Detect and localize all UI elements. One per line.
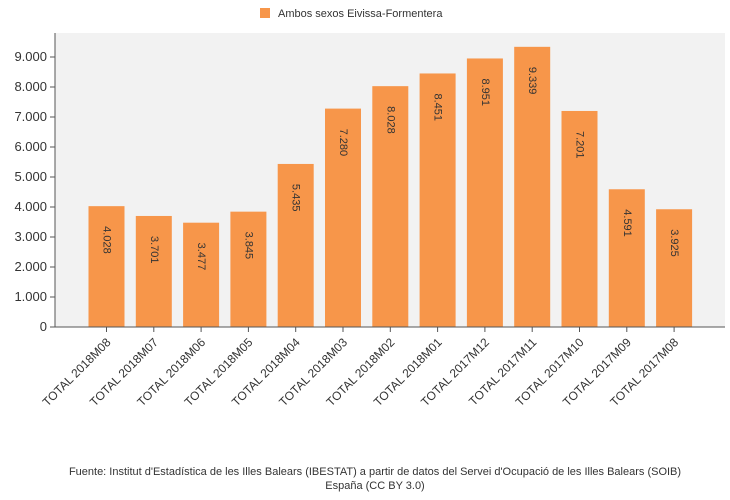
bar[interactable] <box>88 206 125 327</box>
bar[interactable] <box>561 110 598 327</box>
bar-value-label: 3.477 <box>195 243 207 271</box>
y-tick-label: 8.000 <box>14 79 47 94</box>
source-note: Fuente: Institut d'Estadística de les Il… <box>0 465 730 493</box>
y-tick-label: 0 <box>40 319 47 334</box>
bar-value-label: 3.845 <box>242 232 254 260</box>
legend-label: Ambos sexos Eivissa-Formentera <box>278 8 443 20</box>
bar-value-label: 7.280 <box>337 129 349 157</box>
y-tick-label: 9.000 <box>14 49 47 64</box>
bar-value-label: 8.028 <box>384 106 396 134</box>
legend-swatch <box>260 8 270 18</box>
bar[interactable] <box>183 222 220 327</box>
bar-value-label: 8.951 <box>479 78 491 106</box>
bar[interactable] <box>135 215 172 327</box>
bar-value-label: 8.451 <box>432 93 444 121</box>
bar[interactable] <box>372 86 409 327</box>
bar[interactable] <box>419 73 456 327</box>
bar[interactable] <box>230 211 267 327</box>
bar-value-label: 9.339 <box>526 67 538 95</box>
bar-value-label: 5.435 <box>290 184 302 212</box>
y-tick-label: 2.000 <box>14 259 47 274</box>
bars: 4.028 3.701 3.477 3.845 5.435 7.280 8.028 8.451… <box>88 46 693 328</box>
y-tick-label: 1.000 <box>14 289 47 304</box>
y-tick-label: 6.000 <box>14 139 47 154</box>
bar[interactable] <box>656 209 693 327</box>
bar[interactable] <box>466 58 503 327</box>
bar-value-label: 7.201 <box>574 131 586 159</box>
bar-value-label: 3.925 <box>668 229 680 257</box>
bar[interactable] <box>325 108 361 327</box>
bar-value-label: 4.591 <box>621 209 633 237</box>
legend[interactable]: Ambos sexos Eivissa-Formentera <box>260 8 443 20</box>
bar[interactable] <box>608 189 645 327</box>
y-tick-label: 5.000 <box>14 169 47 184</box>
source-line-1: Fuente: Institut d'Estadística de les Il… <box>68 466 682 478</box>
y-axis: 0 1.000 2.000 3.000 4.000 5.000 6.000 7.000 8.00… <box>14 33 56 334</box>
bar[interactable] <box>277 163 314 327</box>
y-tick-label: 4.000 <box>14 199 47 214</box>
bar-value-label: 3.701 <box>148 236 160 264</box>
bar[interactable] <box>514 46 551 328</box>
y-tick-label: 3.000 <box>14 229 47 244</box>
y-tick-label: 7.000 <box>14 109 47 124</box>
bar-value-label: 4.028 <box>101 226 113 254</box>
source-line-2: España (CC BY 3.0) <box>325 480 425 492</box>
